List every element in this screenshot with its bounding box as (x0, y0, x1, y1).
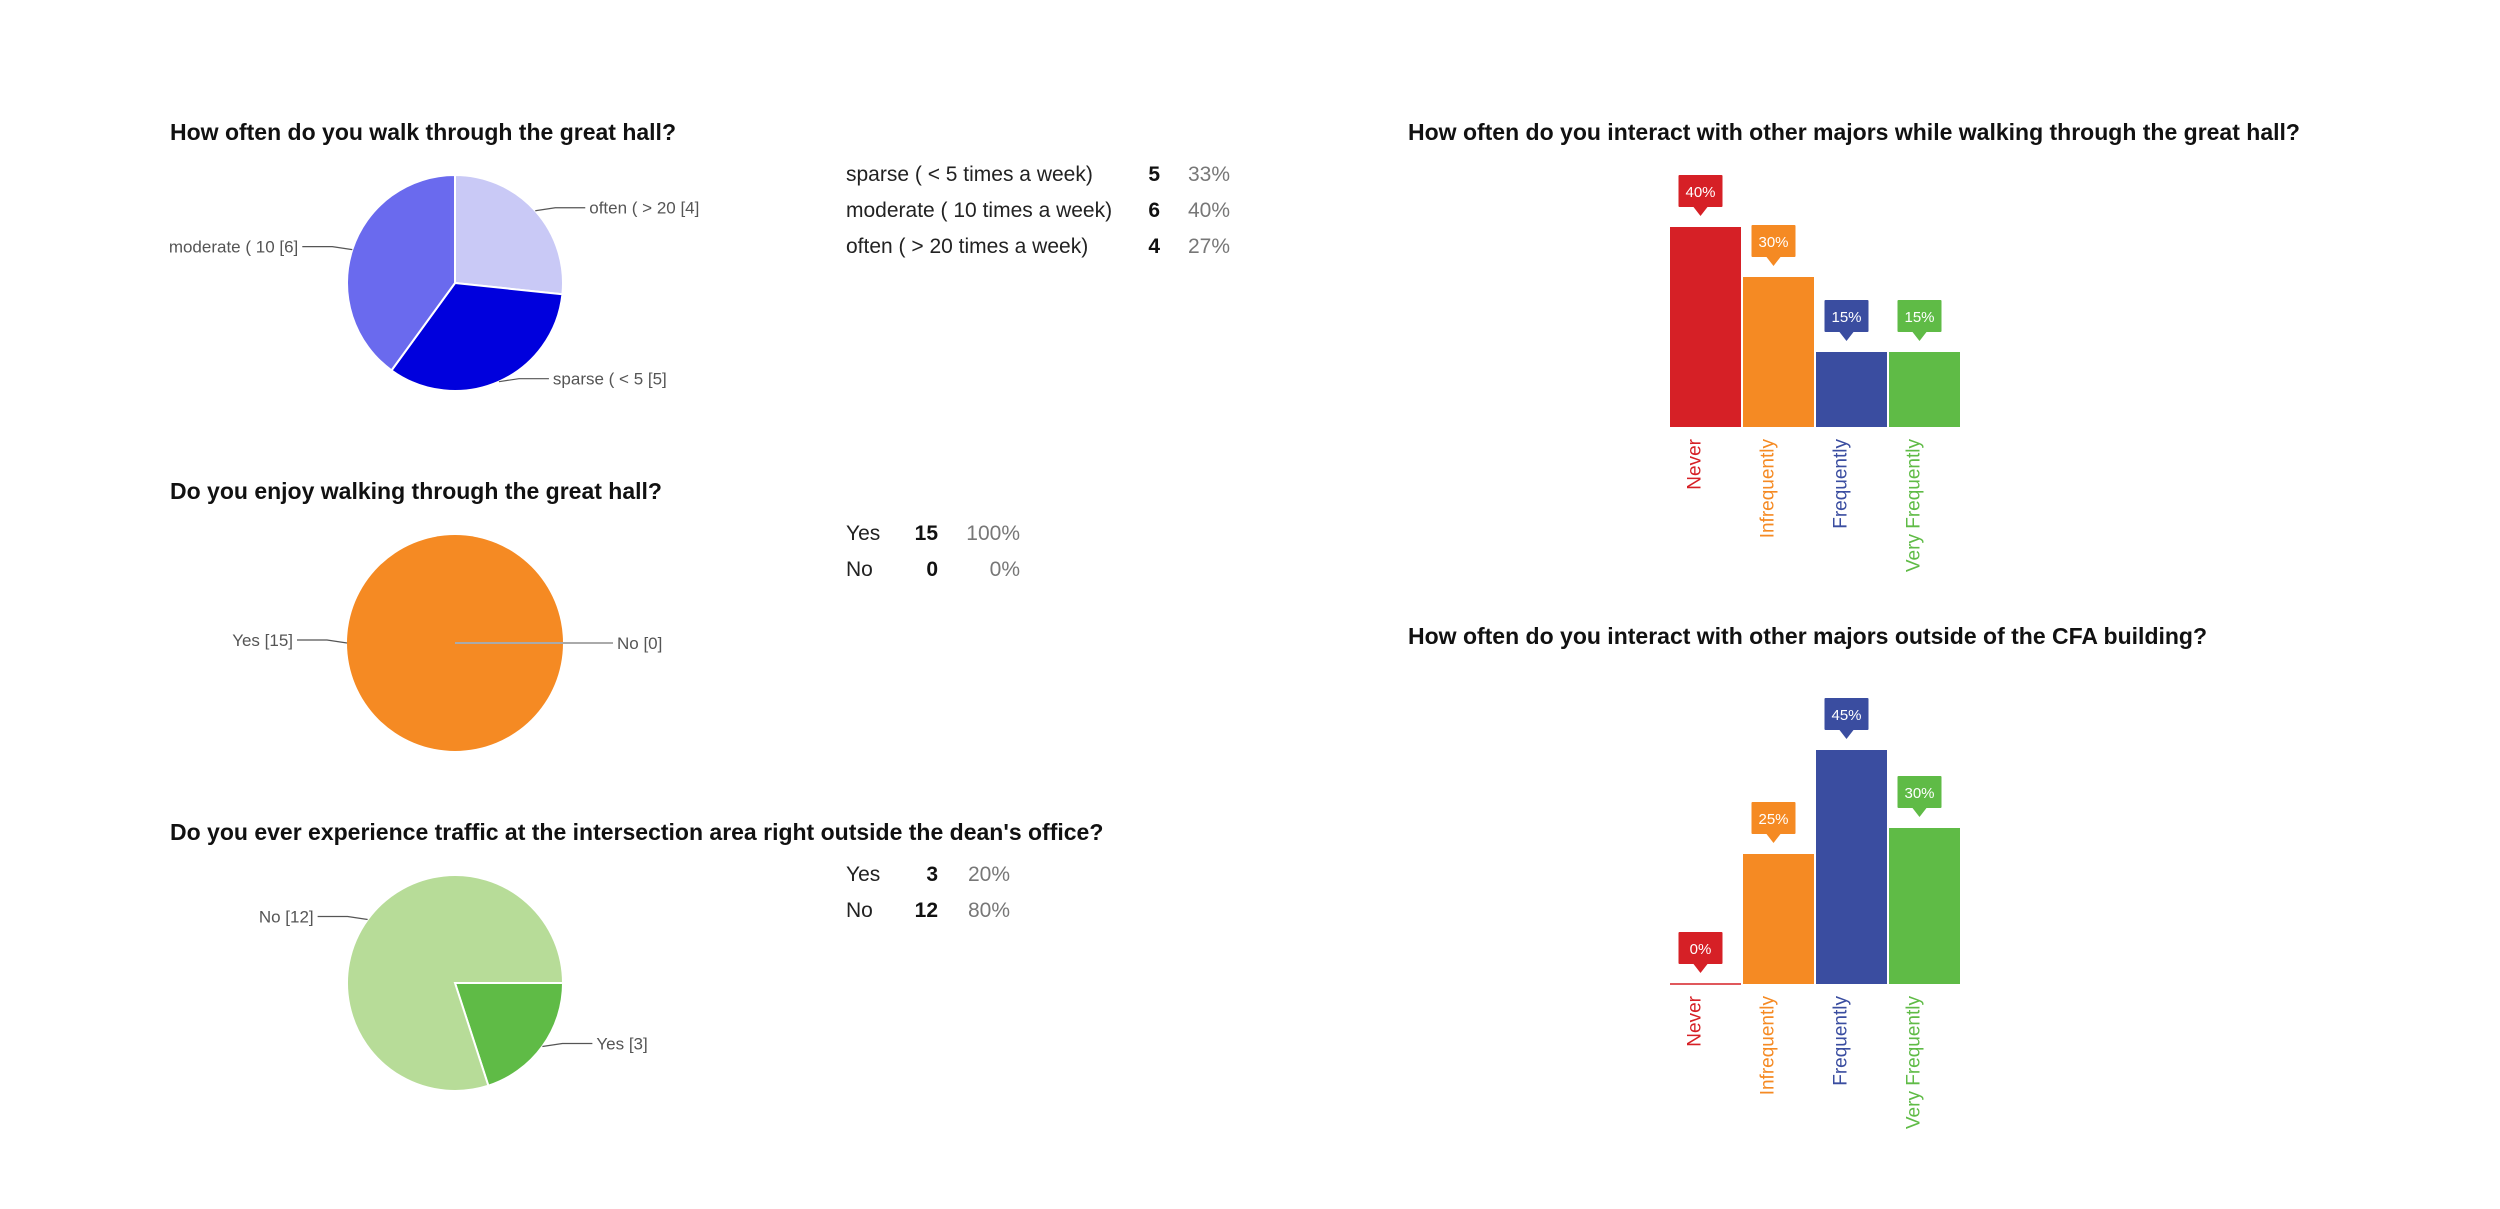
table-row-count: 0 (926, 558, 938, 581)
pie-traffic: Yes [3] No [12] (259, 874, 648, 1092)
table-row-label: sparse ( < 5 times a week) (846, 163, 1093, 186)
pie-walk-frequency: often ( > 20 [4] sparse ( < 5 [5] moderate… (169, 173, 699, 392)
pie-leader-line (542, 1042, 593, 1048)
pie-leader-line (302, 246, 353, 251)
table-row-label: often ( > 20 times a week) (846, 235, 1088, 258)
bar-value-callout: 15% (1897, 300, 1942, 341)
bar-value-callout: 25% (1751, 802, 1796, 843)
table-row-count: 4 (1148, 235, 1160, 258)
pie-leader-line (297, 639, 348, 644)
pie-slice-label: moderate ( 10 [6] (169, 238, 298, 257)
table-row-count: 12 (915, 899, 938, 922)
table-row-percent: 80% (968, 899, 1010, 922)
category-label: Never (1685, 438, 1706, 489)
pie-slice-0 (453, 982, 565, 1087)
pie-leader-line (498, 378, 549, 383)
bar-value-callout: 0% (1678, 932, 1723, 973)
table-row-count: 3 (926, 863, 938, 886)
bar-chart-interact-great-hall: 40% Never 30% Infrequently 15% Frequently 15% V… (1670, 175, 1960, 572)
bar-chart-interact-outside-cfa: 0% Never 25% Infrequently 45% Frequently 30% Ve… (1670, 698, 1960, 1129)
pie-slice-label: Yes [3] (596, 1034, 647, 1053)
bar-value-callout: 30% (1751, 225, 1796, 266)
bar-infrequently (1743, 277, 1814, 427)
category-label: Very Frequently (1904, 996, 1925, 1130)
pie-leader-line (535, 207, 586, 212)
category-label: Frequently (1831, 439, 1852, 529)
pie-slice-1 (346, 874, 565, 1092)
bar-value-label: 45% (1831, 707, 1861, 724)
bar-value-label: 25% (1758, 811, 1788, 828)
table-row-label: No (846, 558, 873, 581)
category-label: Frequently (1831, 996, 1852, 1086)
table-row-percent: 20% (968, 863, 1010, 886)
bar-never (1670, 227, 1741, 427)
chart-title-traffic: Do you ever experience traffic at the in… (170, 819, 1103, 845)
pie-slice-2 (454, 173, 564, 296)
category-label: Very Frequently (1904, 439, 1925, 573)
chart-title-interact-outside-cfa: How often do you interact with other maj… (1408, 623, 2207, 649)
bar-frequently (1816, 352, 1887, 427)
bar-value-label: 40% (1685, 184, 1715, 201)
pie-leader-line (317, 915, 368, 921)
table-row-percent: 100% (966, 522, 1020, 545)
bar-value-label: 30% (1758, 234, 1788, 251)
pie-slice-0 (390, 281, 564, 392)
bar-value-callout: 15% (1824, 300, 1869, 341)
category-label: Infrequently (1758, 996, 1779, 1096)
bar-infrequently (1743, 854, 1814, 984)
pie-slice-label: No [12] (259, 908, 314, 927)
pie-slice-label: Yes [15] (232, 631, 293, 650)
pie-enjoy-walking: Yes [15] No [0] (232, 535, 662, 751)
bar-value-callout: 45% (1824, 698, 1869, 739)
pie-slice-label: sparse ( < 5 [5] (553, 370, 667, 389)
chart-title-walk-frequency: How often do you walk through the great … (170, 119, 676, 145)
bar-frequently (1816, 750, 1887, 984)
table-row-label: No (846, 899, 873, 922)
table-row-percent: 0% (990, 558, 1020, 581)
bar-value-callout: 30% (1897, 776, 1942, 817)
table-row-percent: 33% (1188, 163, 1230, 186)
bar-very-frequently (1889, 352, 1960, 427)
bar-value-callout: 40% (1678, 175, 1723, 216)
table-row-percent: 40% (1188, 199, 1230, 222)
table-row-label: Yes (846, 863, 880, 886)
bar-value-label: 0% (1690, 941, 1712, 958)
category-label: Never (1685, 995, 1706, 1046)
table-row-count: 6 (1148, 199, 1160, 222)
pie-slice-label: often ( > 20 [4] (589, 199, 699, 218)
pie-slice-label: No [0] (617, 634, 662, 653)
chart-title-interact-great-hall: How often do you interact with other maj… (1408, 119, 2300, 145)
category-label: Infrequently (1758, 439, 1779, 539)
chart-title-enjoy-walking: Do you enjoy walking through the great h… (170, 478, 662, 504)
bar-value-label: 15% (1831, 309, 1861, 326)
table-row-percent: 27% (1188, 235, 1230, 258)
summary-table-traffic: Yes 3 20% No 12 80% (846, 863, 1010, 922)
bar-very-frequently (1889, 828, 1960, 984)
table-row-count: 15 (915, 522, 939, 545)
table-row-count: 5 (1148, 163, 1160, 186)
bar-value-label: 30% (1904, 785, 1934, 802)
table-row-label: moderate ( 10 times a week) (846, 199, 1112, 222)
summary-table-walk-frequency: sparse ( < 5 times a week) 5 33% moderate (… (846, 163, 1230, 258)
summary-table-enjoy-walking: Yes 15 100% No 0 0% (846, 522, 1020, 581)
bar-value-label: 15% (1904, 309, 1934, 326)
table-row-label: Yes (846, 522, 880, 545)
